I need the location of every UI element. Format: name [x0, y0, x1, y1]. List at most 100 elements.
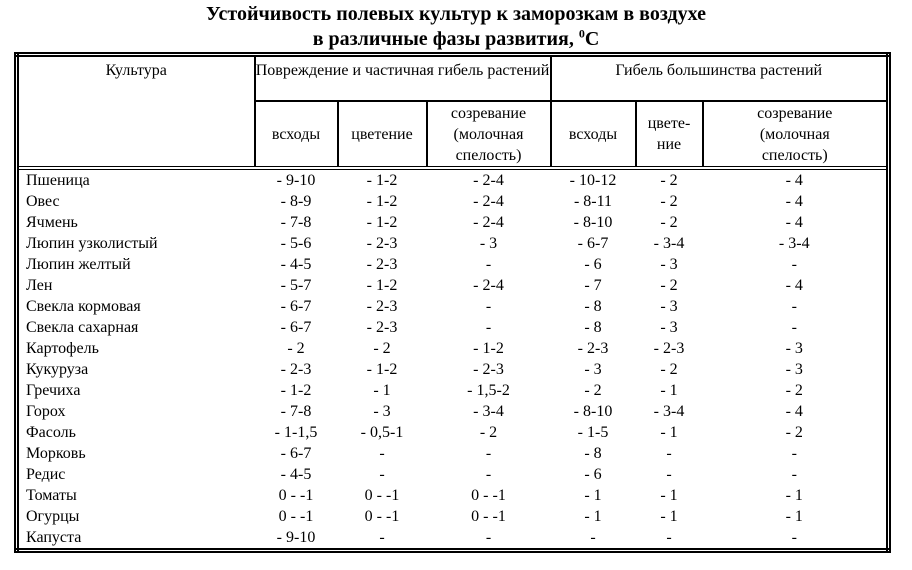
value-cell: - 8: [584, 319, 602, 336]
value-cell: 0 - -1: [471, 487, 506, 504]
table-row: Картофель - 2 - 2 - 1-2 - 2-3 - 2-3 - 3: [17, 338, 889, 359]
value-cell: - 2-3: [366, 298, 398, 315]
column-header-crop: Культура: [15, 53, 256, 170]
value-cell: - 1-2: [280, 382, 312, 399]
value-cell: - 4: [785, 403, 803, 420]
value-cell: - 8-10: [573, 214, 613, 231]
table-row: Морковь - 6-7 - - - 8 - -: [17, 443, 889, 464]
table-row: Капуста - 9-10 - - - - -: [17, 527, 889, 551]
value-cell: - 1: [785, 487, 803, 504]
value-cell: - 2: [660, 277, 678, 294]
frost-resistance-table: Культура Повреждение и частичная гибель …: [14, 52, 892, 553]
value-cell: - 2: [373, 340, 391, 357]
value-cell: - 2: [660, 361, 678, 378]
value-cell: - 3: [660, 319, 678, 336]
value-cell: - 1-2: [366, 193, 398, 210]
value-cell: - 6: [584, 256, 602, 273]
value-cell: - 1-5: [577, 424, 609, 441]
crop-name-cell: Горох: [26, 403, 66, 420]
value-cell: 0 - -1: [364, 487, 400, 504]
value-cell: - 2-3: [577, 340, 609, 357]
crop-name-cell: Картофель: [26, 340, 99, 357]
value-cell: - 1,5-2: [467, 382, 510, 399]
value-cell: - 0,5-1: [360, 424, 404, 441]
value-cell: 0 - -1: [364, 508, 400, 525]
value-cell: -: [791, 319, 797, 336]
value-cell: - 8: [584, 445, 602, 462]
value-cell: - 2: [785, 424, 803, 441]
value-cell: - 3: [785, 340, 803, 357]
value-cell: -: [590, 529, 596, 546]
value-cell: - 2-4: [473, 214, 504, 231]
value-cell: - 1-2: [366, 361, 398, 378]
value-cell: -: [666, 529, 672, 546]
value-cell: - 1: [660, 424, 678, 441]
table-row: Гречиха - 1-2 - 1 - 1,5-2 - 2 - 1 - 2: [17, 380, 889, 401]
value-cell: - 8-11: [573, 193, 613, 210]
crop-name-cell: Пшеница: [26, 172, 90, 189]
value-cell: - 1-2: [366, 277, 398, 294]
value-cell: - 1-2: [473, 340, 504, 357]
crop-name-cell: Ячмень: [26, 214, 78, 231]
value-cell: - 2-3: [280, 361, 312, 378]
crop-name-cell: Томаты: [26, 487, 77, 504]
value-cell: - 6: [584, 466, 602, 483]
value-cell: - 3: [660, 298, 678, 315]
value-cell: -: [791, 466, 797, 483]
value-cell: -: [791, 529, 797, 546]
value-cell: -: [379, 529, 385, 546]
value-cell: - 8: [584, 298, 602, 315]
value-cell: - 3-4: [653, 403, 685, 420]
value-cell: - 4: [785, 277, 803, 294]
group-header-death: Гибель большинства растений: [549, 53, 890, 102]
value-cell: -: [485, 298, 492, 315]
value-cell: -: [379, 445, 385, 462]
value-cell: 0 - -1: [278, 487, 314, 504]
column-header-death-seedlings: всходы: [549, 100, 637, 170]
page-title-line1: Устойчивость полевых культур к заморозка…: [205, 3, 707, 25]
value-cell: - 2-3: [366, 235, 398, 252]
value-cell: - 6-7: [280, 298, 312, 315]
crop-name-cell: Гречиха: [26, 382, 81, 399]
crop-name-cell: Огурцы: [26, 508, 80, 525]
value-cell: - 1: [785, 508, 803, 525]
value-cell: - 8-9: [280, 193, 312, 210]
value-cell: - 2: [287, 340, 305, 357]
degree-superscript: 0: [578, 26, 585, 41]
table-row: Пшеница - 9-10 - 1-2 - 2-4 - 10-12 - 2 - 4: [17, 168, 889, 191]
value-cell: -: [791, 298, 797, 315]
value-cell: - 3: [660, 256, 678, 273]
sub-header-row: всходы цветение созревание (молочная спе…: [17, 100, 890, 170]
value-cell: - 3-4: [653, 235, 685, 252]
page-title-line2-unit: С: [584, 28, 600, 50]
table-row: Огурцы 0 - -1 0 - -1 0 - -1 - 1 - 1 - 1: [17, 506, 889, 527]
table-row: Ячмень - 7-8 - 1-2 - 2-4 - 8-10 - 2 - 4: [17, 212, 889, 233]
value-cell: - 10-12: [569, 172, 617, 189]
value-cell: - 1-2: [366, 172, 398, 189]
value-cell: -: [666, 466, 672, 483]
value-cell: - 2-3: [366, 319, 398, 336]
table-row: Редис - 4-5 - - - 6 - -: [17, 464, 889, 485]
value-cell: -: [791, 445, 797, 462]
value-cell: - 2-3: [366, 256, 398, 273]
value-cell: - 2-3: [473, 361, 504, 378]
value-cell: -: [485, 466, 492, 483]
crop-name-cell: Фасоль: [26, 424, 76, 441]
crop-name-cell: Люпин желтый: [26, 256, 131, 273]
value-cell: - 4: [785, 172, 803, 189]
value-cell: - 1: [584, 487, 602, 504]
value-cell: -: [485, 319, 492, 336]
crop-name-cell: Свекла сахарная: [26, 319, 139, 336]
page-title: Устойчивость полевых культур к заморозка…: [0, 2, 912, 52]
value-cell: - 3-4: [778, 235, 810, 252]
value-cell: - 3: [785, 361, 803, 378]
table-row: Свекла кормовая - 6-7 - 2-3 - - 8 - 3 -: [17, 296, 889, 317]
value-cell: - 2-3: [653, 340, 685, 357]
value-cell: - 2: [660, 193, 678, 210]
value-cell: - 3-4: [473, 403, 504, 420]
table-row: Люпин желтый - 4-5 - 2-3 - - 6 - 3 -: [17, 254, 889, 275]
value-cell: - 6-7: [280, 445, 312, 462]
value-cell: - 1: [373, 382, 391, 399]
table-row: Люпин узколистый - 5-6 - 2-3 - 3 - 6-7 - 3-4 -…: [17, 233, 889, 254]
value-cell: - 2: [660, 172, 678, 189]
